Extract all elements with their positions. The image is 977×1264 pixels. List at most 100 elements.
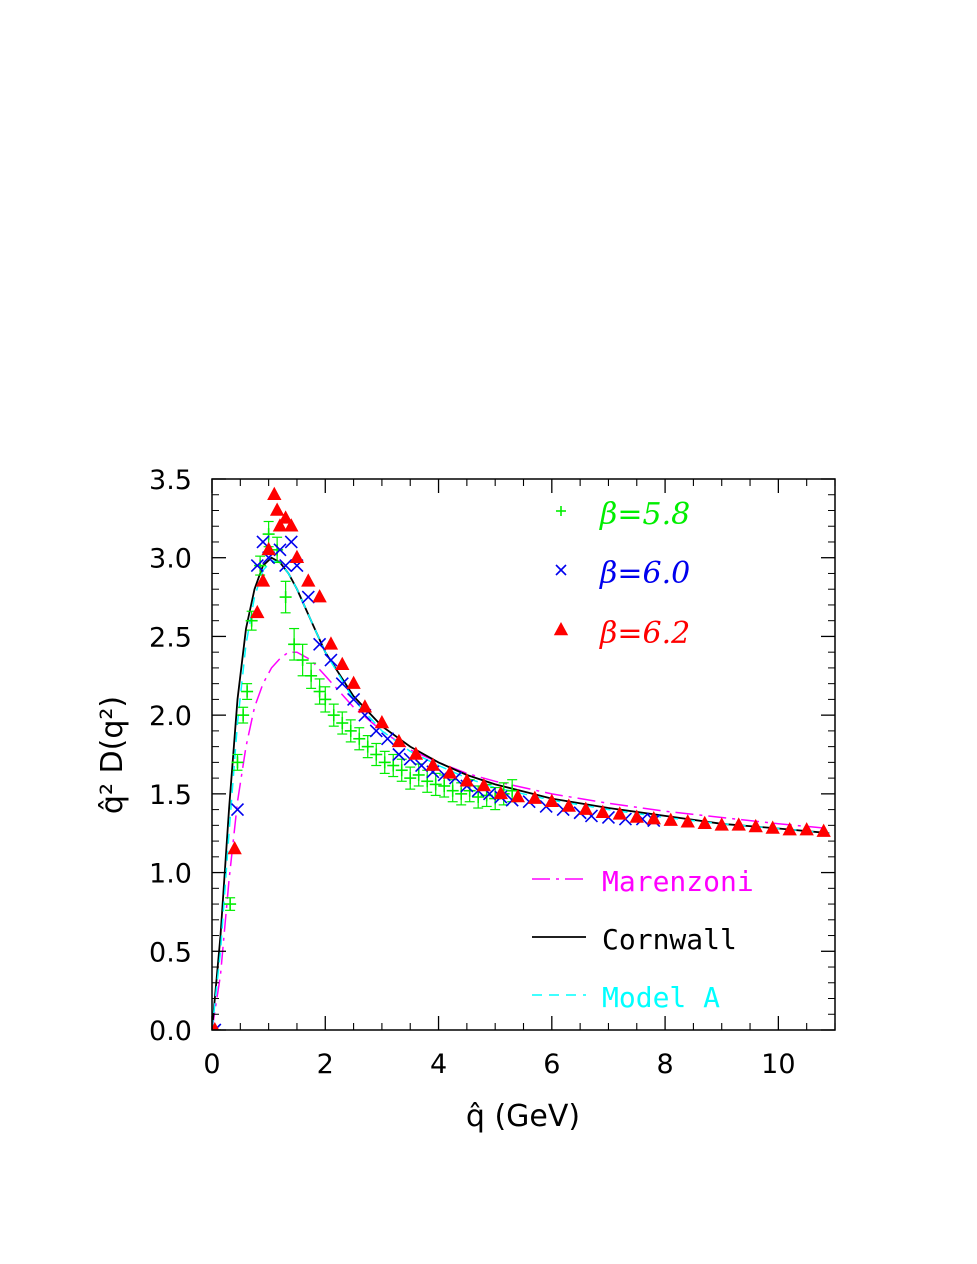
data-point-6-2 xyxy=(278,510,293,524)
marker-tri xyxy=(250,604,265,619)
marker-tri xyxy=(816,823,831,837)
data-point-6-2 xyxy=(782,822,797,836)
data-point-6-2 xyxy=(312,589,327,603)
x-tick-label: 6 xyxy=(543,1049,560,1080)
data-point-6-2 xyxy=(663,812,678,826)
x-tick-label: 0 xyxy=(203,1049,220,1080)
marker-d2 xyxy=(335,677,349,691)
data-points-layer xyxy=(212,486,831,1030)
data-point-6-2 xyxy=(595,804,610,819)
data-point-6-2 xyxy=(212,1022,220,1030)
marker-d2 xyxy=(213,1023,222,1030)
data-point-6-2 xyxy=(629,809,644,823)
data-point-6-0 xyxy=(279,559,293,573)
data-point-6-2 xyxy=(255,573,271,587)
y-tick-label: 2.0 xyxy=(149,701,192,732)
data-point-6-2 xyxy=(510,789,526,803)
marker-d2 xyxy=(256,535,270,549)
data-point-5-8 xyxy=(472,791,485,804)
data-point-5-8 xyxy=(395,764,408,777)
y-tick-label: 3.5 xyxy=(149,465,192,496)
data-point-6-2 xyxy=(284,518,299,532)
data-point-6-2 xyxy=(289,549,305,563)
data-point-6-2 xyxy=(227,840,242,855)
data-point-6-2 xyxy=(731,817,746,831)
y-tick-label: 2.5 xyxy=(149,622,192,653)
data-point-6-2 xyxy=(374,715,390,729)
legend-label: β=6.2 xyxy=(599,616,690,651)
marker-tri xyxy=(714,817,729,831)
data-point-5-8 xyxy=(387,759,400,772)
data-point-5-8 xyxy=(438,779,451,792)
data-point-6-2 xyxy=(335,656,350,671)
data-point-6-0 xyxy=(414,758,429,773)
data-point-6-0 xyxy=(392,747,406,762)
marker-d2 xyxy=(284,535,298,549)
legend-label: Model A xyxy=(602,981,720,1014)
marker-d2 xyxy=(279,559,293,573)
marker-tri xyxy=(765,820,780,834)
legend-label: β=6.0 xyxy=(599,556,690,591)
marker-tri xyxy=(578,801,593,815)
data-point-5-8 xyxy=(429,778,442,791)
data-point-6-2 xyxy=(765,820,780,834)
marker-d2 xyxy=(347,692,361,706)
marker-tri xyxy=(261,541,276,556)
x-tick-label: 10 xyxy=(761,1049,795,1080)
data-point-5-8 xyxy=(237,709,250,722)
data-point-5-8 xyxy=(254,559,267,572)
data-point-5-8 xyxy=(378,756,391,769)
marker-tri xyxy=(269,502,285,516)
data-point-5-8 xyxy=(313,685,326,698)
data-point-6-2 xyxy=(578,801,593,815)
y-tick-label: 1.5 xyxy=(149,780,192,811)
marker-d2 xyxy=(584,809,599,823)
data-point-6-0 xyxy=(313,637,327,651)
data-point-5-8 xyxy=(353,732,366,745)
marker-tri xyxy=(312,589,327,603)
data-point-6-0 xyxy=(381,732,395,746)
y-tick-label: 3.0 xyxy=(149,544,192,575)
y-axis-title: q̂² D(q²) xyxy=(95,696,130,814)
marker-tri xyxy=(731,817,746,831)
marker-tri xyxy=(553,622,569,636)
legend-label: Cornwall xyxy=(602,923,737,956)
marker-tri xyxy=(284,518,299,532)
data-point-6-2 xyxy=(272,518,288,532)
marker-tri xyxy=(629,809,644,823)
data-point-5-8 xyxy=(506,784,519,797)
marker-tri xyxy=(459,773,475,787)
legend-marker-0 xyxy=(556,506,566,516)
marker-tri xyxy=(561,798,576,812)
data-point-6-0 xyxy=(301,590,315,604)
marker-d2 xyxy=(392,747,406,762)
marker-tri xyxy=(357,699,373,713)
marker-tri xyxy=(374,715,390,729)
marker-d2 xyxy=(482,787,497,801)
data-point-6-2 xyxy=(544,793,559,808)
data-point-5-8 xyxy=(327,709,340,722)
x-tick-label: 2 xyxy=(317,1049,334,1080)
marker-d2 xyxy=(635,812,650,826)
data-point-6-0 xyxy=(347,692,361,706)
data-point-6-0 xyxy=(324,653,338,667)
data-point-6-2 xyxy=(442,765,458,779)
marker-tri xyxy=(323,636,339,650)
data-point-6-0 xyxy=(212,1023,222,1030)
data-point-6-2 xyxy=(680,814,695,828)
series-line-marenzoni xyxy=(212,651,830,1030)
marker-tri xyxy=(544,793,559,808)
data-point-5-8 xyxy=(231,756,244,769)
y-tick-label: 0.0 xyxy=(149,1016,192,1047)
marker-tri xyxy=(289,549,305,563)
x-tick-label: 4 xyxy=(430,1049,447,1080)
marker-tri xyxy=(301,573,316,587)
data-point-5-8 xyxy=(404,772,417,785)
marker-tri xyxy=(278,510,293,524)
data-point-5-8 xyxy=(241,685,254,698)
data-point-5-8 xyxy=(305,669,318,682)
marker-tri xyxy=(255,573,271,587)
data-point-5-8 xyxy=(463,784,476,797)
data-point-6-2 xyxy=(269,502,285,516)
marker-tri xyxy=(646,811,661,825)
